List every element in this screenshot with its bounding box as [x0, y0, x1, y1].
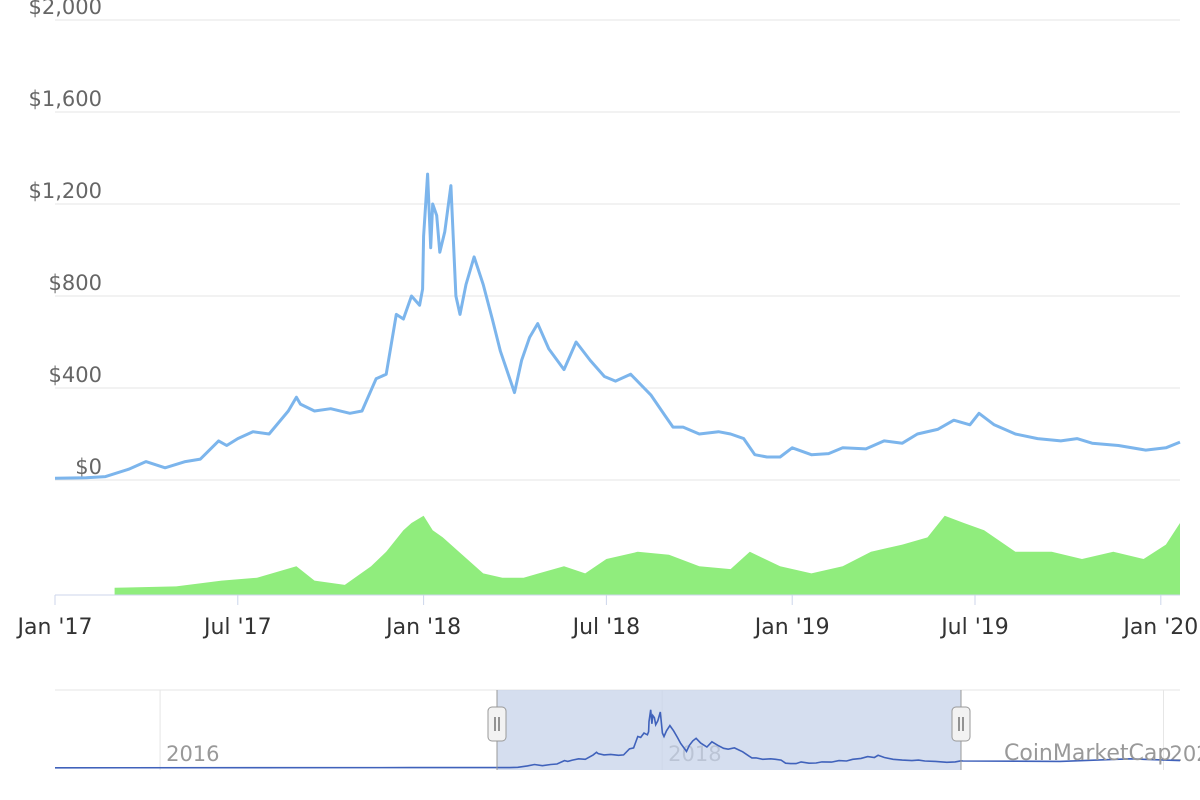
y-tick-label: $0: [75, 455, 102, 479]
x-tick-label: Jan '17: [16, 615, 93, 640]
y-tick-label: $1,600: [29, 87, 102, 111]
y-tick-label: $2,000: [29, 0, 102, 19]
volume-area: [55, 515, 1180, 595]
credit-text[interactable]: CoinMarketCap: [1004, 741, 1171, 766]
x-tick-label: Jan '20: [1121, 615, 1198, 640]
navigator-left-handle[interactable]: [487, 706, 507, 742]
x-tick-label: Jul '19: [939, 615, 1009, 640]
x-tick-label: Jan '19: [753, 615, 830, 640]
navigator-series-line: [54, 709, 1181, 769]
y-tick-label: $1,200: [29, 179, 102, 203]
y-tick-label: $800: [49, 271, 102, 295]
navigator[interactable]: 201620182020: [54, 689, 1200, 770]
volume-series: [55, 515, 1180, 595]
x-tick-label: Jan '18: [384, 615, 461, 640]
navigator-tick-label: 2016: [166, 742, 219, 766]
x-axis: Jan '17 Jul '17 Jan '18 Jul '18 Jan '19 Jul '…: [16, 594, 1198, 640]
y-tick-label: $400: [49, 363, 102, 387]
price-series-line: [54, 172, 1181, 480]
grid-lines: [55, 19, 1180, 481]
x-tick-label: Jul '17: [202, 615, 272, 640]
navigator-selection[interactable]: [497, 690, 961, 770]
navigator-right-handle[interactable]: [951, 706, 971, 742]
y-axis-labels: $0 $400 $800 $1,200 $1,600 $2,000: [29, 0, 102, 479]
x-tick-label: Jul '18: [571, 615, 641, 640]
